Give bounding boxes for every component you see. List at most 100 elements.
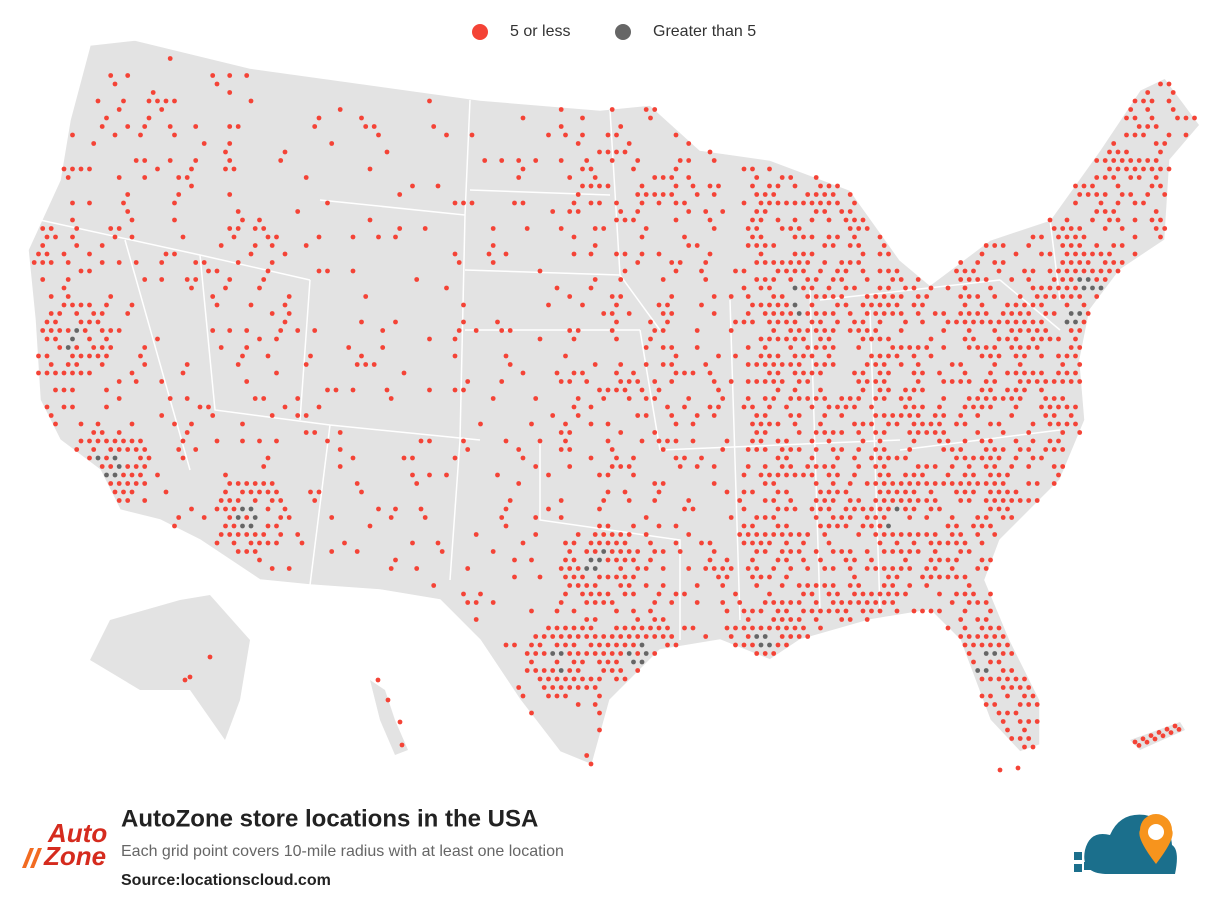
location-dot bbox=[932, 413, 938, 418]
location-dot bbox=[1009, 668, 1015, 673]
location-dot bbox=[750, 642, 755, 648]
location-dot bbox=[125, 447, 131, 452]
location-dot bbox=[571, 659, 577, 665]
location-dot bbox=[775, 625, 781, 631]
location-dot bbox=[138, 132, 143, 138]
location-dot bbox=[1030, 302, 1036, 308]
location-dot bbox=[512, 642, 517, 648]
location-dot bbox=[503, 506, 509, 512]
location-dot bbox=[745, 396, 751, 401]
location-dot bbox=[983, 311, 989, 316]
location-dot bbox=[890, 566, 896, 571]
location-dot bbox=[915, 532, 921, 537]
location-dot bbox=[303, 413, 309, 418]
location-dot bbox=[941, 345, 947, 350]
location-dot bbox=[465, 600, 471, 605]
location-dot bbox=[805, 294, 811, 299]
location-dot bbox=[70, 132, 75, 138]
location-dot bbox=[329, 515, 335, 520]
location-dot bbox=[911, 540, 917, 546]
location-dot bbox=[116, 328, 122, 333]
location-dot bbox=[716, 353, 721, 359]
location-dot bbox=[537, 268, 543, 274]
location-dot bbox=[558, 685, 564, 690]
location-dot bbox=[167, 158, 173, 163]
location-dot bbox=[822, 328, 828, 333]
location-dot bbox=[907, 532, 913, 537]
location-dot bbox=[588, 200, 594, 206]
location-dot bbox=[949, 532, 955, 537]
location-dot bbox=[822, 413, 828, 418]
location-dot bbox=[869, 608, 874, 614]
location-dot bbox=[771, 379, 777, 384]
location-dot bbox=[877, 268, 883, 274]
location-dot bbox=[941, 328, 947, 333]
location-dot bbox=[665, 642, 670, 648]
location-dot bbox=[975, 600, 981, 605]
location-dot bbox=[762, 379, 768, 384]
location-dot bbox=[278, 158, 284, 163]
location-dot bbox=[580, 132, 585, 138]
location-dot bbox=[779, 532, 785, 537]
location-dot bbox=[818, 183, 823, 189]
location-dot bbox=[414, 481, 420, 486]
location-dot bbox=[924, 583, 930, 588]
location-dot bbox=[431, 583, 437, 588]
location-dot bbox=[1013, 353, 1019, 359]
location-dot bbox=[325, 268, 330, 274]
location-dot bbox=[588, 285, 594, 291]
location-dot bbox=[877, 353, 883, 359]
location-dot bbox=[227, 73, 233, 78]
location-dot bbox=[754, 515, 760, 520]
location-dot bbox=[558, 668, 564, 673]
location-dot bbox=[762, 396, 768, 401]
location-dot bbox=[767, 404, 772, 410]
location-dot bbox=[839, 209, 845, 214]
location-dot bbox=[167, 396, 173, 401]
location-dot bbox=[1128, 107, 1134, 112]
location-dot bbox=[779, 634, 785, 639]
location-dot bbox=[996, 489, 1002, 495]
location-dot bbox=[784, 489, 789, 495]
location-dot bbox=[1000, 685, 1006, 690]
location-dot bbox=[231, 166, 237, 172]
location-dot bbox=[694, 600, 700, 605]
location-dot bbox=[741, 625, 747, 631]
location-dot bbox=[529, 659, 534, 665]
location-dot bbox=[575, 702, 581, 707]
location-dot bbox=[622, 149, 628, 155]
location-dot bbox=[784, 625, 789, 631]
location-dot bbox=[1005, 472, 1010, 478]
location-dot bbox=[652, 430, 658, 435]
location-dot bbox=[1094, 192, 1100, 197]
location-dot bbox=[881, 447, 887, 452]
location-dot bbox=[835, 200, 840, 206]
location-dot bbox=[856, 345, 862, 350]
location-dot bbox=[252, 515, 258, 520]
location-dot bbox=[835, 183, 840, 189]
location-dot bbox=[762, 447, 768, 452]
location-dot bbox=[380, 345, 386, 350]
location-dot bbox=[121, 200, 126, 206]
location-dot bbox=[792, 319, 798, 325]
location-dot bbox=[847, 583, 853, 588]
location-dot bbox=[826, 200, 832, 206]
location-dot bbox=[741, 489, 747, 495]
location-dot bbox=[601, 634, 607, 639]
location-dot bbox=[873, 600, 879, 605]
location-dot bbox=[903, 285, 908, 291]
location-dot bbox=[82, 328, 88, 333]
location-dot bbox=[890, 481, 896, 486]
location-dot bbox=[567, 634, 573, 639]
location-dot bbox=[618, 464, 624, 469]
location-dot bbox=[274, 523, 279, 529]
location-dot bbox=[614, 336, 619, 342]
location-dot bbox=[639, 387, 645, 393]
location-dot bbox=[1047, 285, 1053, 291]
location-dot bbox=[172, 132, 177, 138]
location-dot bbox=[1073, 285, 1078, 291]
location-dot bbox=[469, 132, 475, 138]
location-dot bbox=[1022, 693, 1027, 699]
location-dot bbox=[142, 277, 148, 282]
location-dot bbox=[1064, 234, 1070, 240]
